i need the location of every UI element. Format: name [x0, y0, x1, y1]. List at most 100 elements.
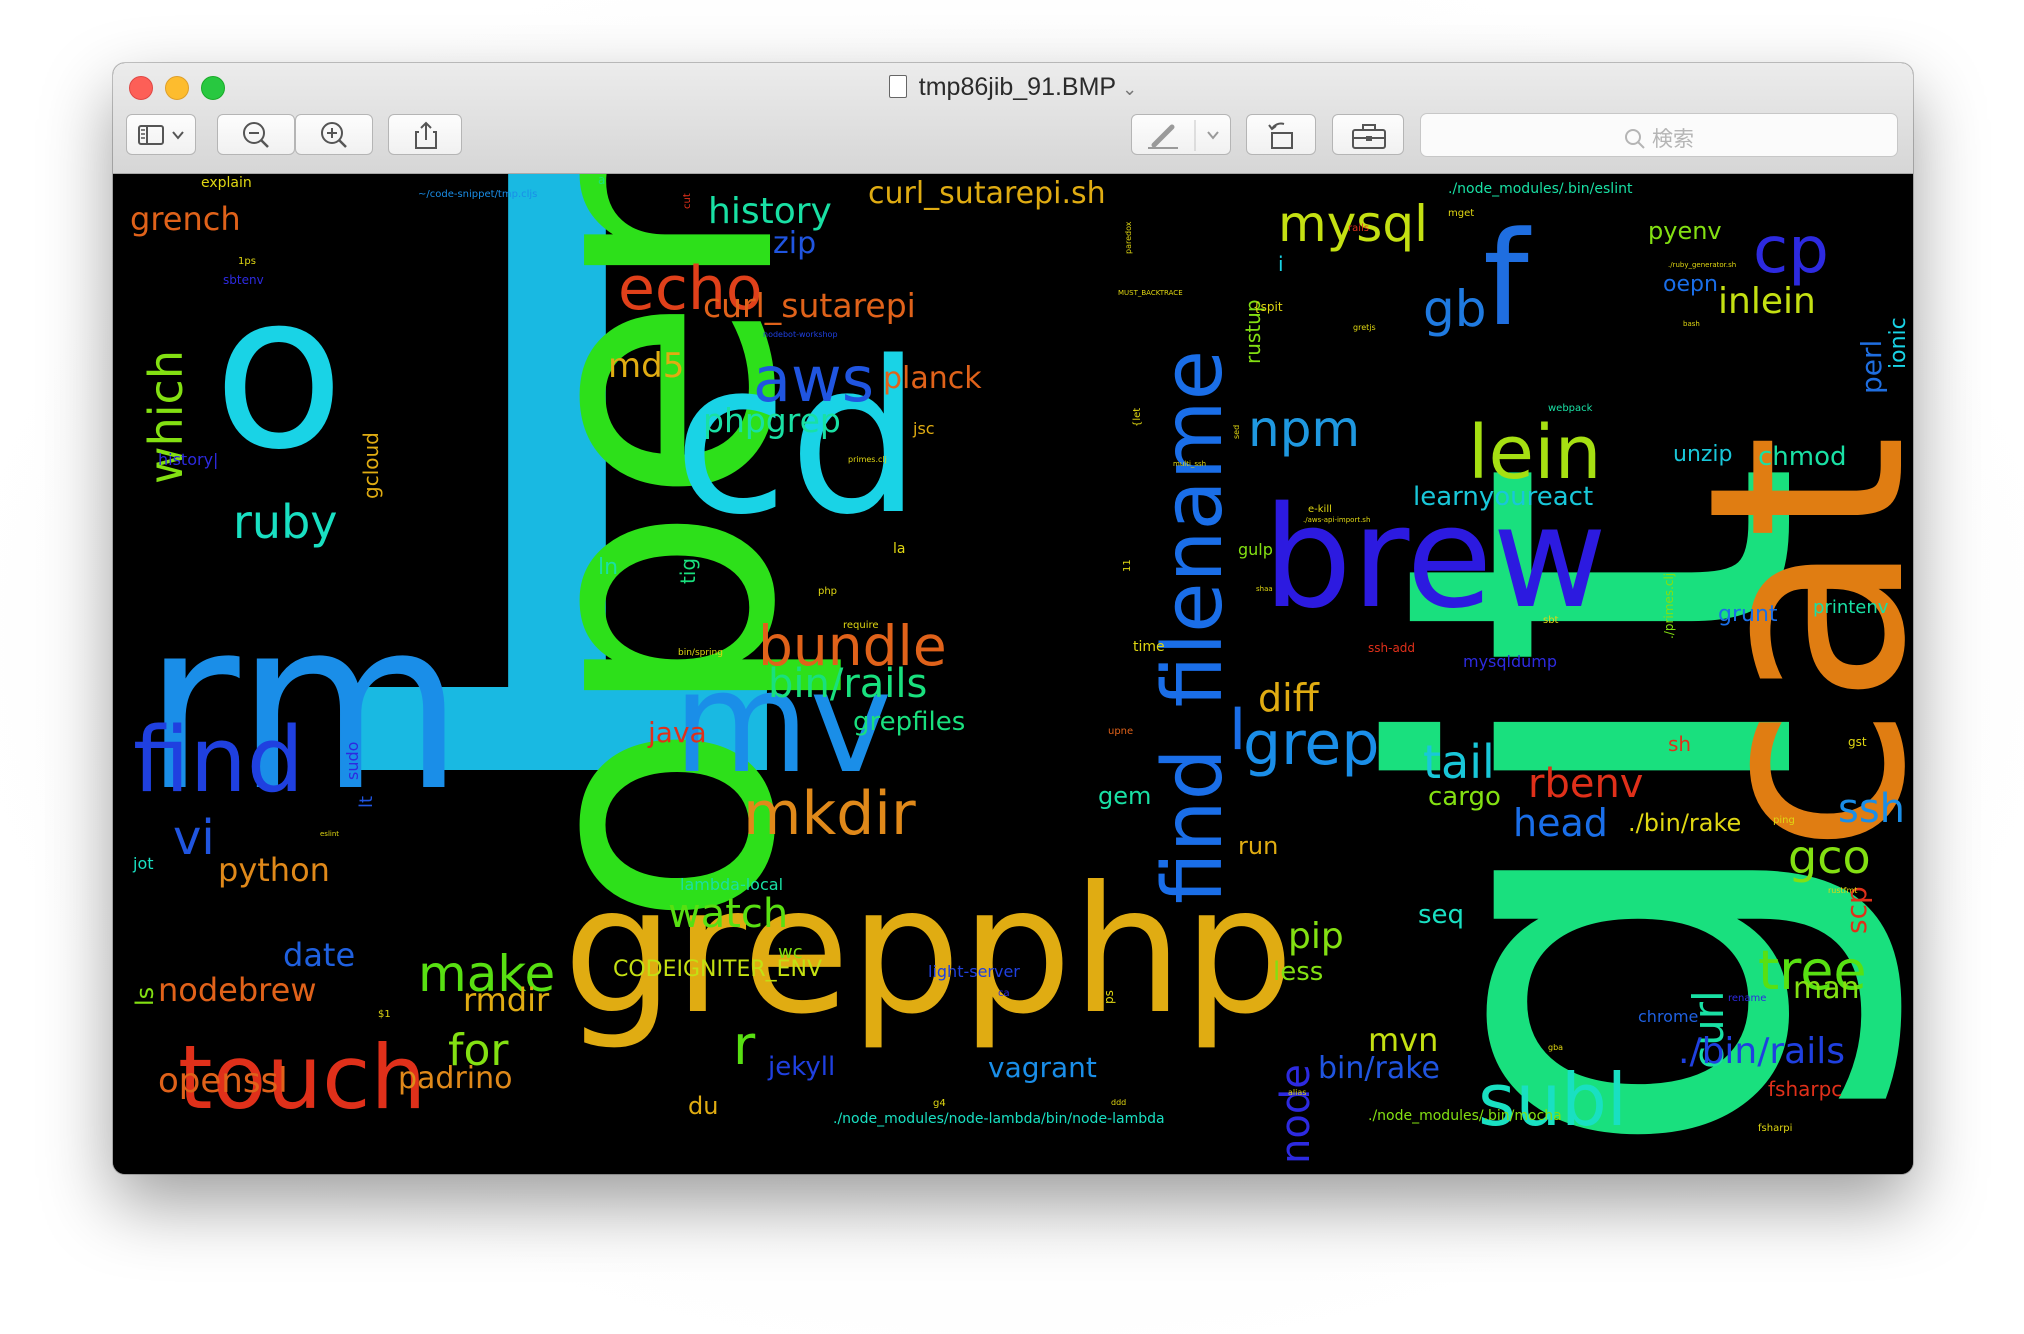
markup-button[interactable] — [1131, 114, 1231, 155]
word-codeigniter-env: CODEIGNITER_ENV — [613, 957, 823, 982]
close-button[interactable] — [129, 76, 153, 100]
word-grunt: grunt — [1718, 602, 1778, 627]
word-pip: pip — [1288, 916, 1344, 957]
word-mv: mv — [673, 642, 893, 805]
share-icon — [415, 121, 437, 149]
word-head: head — [1513, 801, 1608, 845]
toolbox-button[interactable] — [1332, 114, 1404, 155]
word-bundle: bundle — [758, 614, 947, 678]
word-aws-api-import-sh: ./aws-api-import.sh — [1303, 516, 1371, 524]
word-mget: mget — [1448, 208, 1475, 219]
word-ruby: ruby — [233, 495, 338, 549]
word-ca: ca — [998, 988, 1010, 999]
word-g4: g4 — [933, 1098, 946, 1109]
word-bin-rake: ./bin/rake — [1628, 809, 1742, 837]
word-history: history| — [158, 450, 219, 469]
word-inlein: inlein — [1718, 281, 1816, 322]
rotate-button[interactable] — [1246, 114, 1316, 155]
window-title-area[interactable]: tmp86jib_91.BMP ⌄ — [113, 73, 1913, 102]
minimize-button[interactable] — [165, 76, 189, 100]
word-1: $1 — [378, 1009, 391, 1020]
word-jekyll: jekyll — [768, 1052, 836, 1082]
word-echo: echo — [618, 254, 763, 324]
search-icon — [1625, 129, 1645, 149]
zoom-out-icon — [243, 122, 269, 148]
word-webpack: webpack — [1548, 403, 1593, 414]
word-rm: rm — [143, 570, 465, 843]
share-button[interactable] — [388, 114, 462, 155]
word-gco: gco — [1788, 830, 1871, 884]
word-seq: seq — [1418, 900, 1465, 930]
word-1ps: 1ps — [238, 256, 256, 267]
word-gba: gba — [1548, 1043, 1564, 1052]
word-date: date — [283, 936, 356, 974]
word-make: make — [418, 945, 556, 1003]
word-brew: brew — [1263, 477, 1607, 640]
word-11: 11 — [1122, 559, 1133, 572]
word-ionic: ionic — [1886, 317, 1911, 369]
word-ln: ln — [598, 555, 619, 580]
word-gem: gem — [1098, 782, 1152, 810]
word-openssl: openssl — [158, 1061, 288, 1101]
word-spit: {spit — [1253, 300, 1283, 314]
word-ssh: ssh — [1838, 786, 1906, 832]
word-grepphp: grepphp — [563, 850, 1295, 1053]
sidebar-toggle-button[interactable] — [126, 114, 196, 155]
word-vagrant: vagrant — [988, 1051, 1097, 1084]
word-run: run — [1238, 832, 1279, 860]
word-chmod: chmod — [1758, 442, 1847, 472]
search-field[interactable]: 検索 — [1420, 113, 1898, 157]
word-upne: upne — [1108, 726, 1134, 737]
window-title: tmp86jib_91.BMP — [918, 73, 1117, 101]
word-ddd: ddd — [1111, 1098, 1127, 1107]
zoom-in-button[interactable] — [295, 114, 373, 155]
word-zip: zip — [773, 226, 817, 261]
word-tig: tig — [676, 557, 700, 584]
word-man: man — [1793, 971, 1860, 1006]
word-tree: tree — [1758, 939, 1867, 1002]
word-sudo: sudo — [343, 741, 362, 780]
word-cut: cut — [682, 193, 693, 209]
word-nodebot-workshop: nodebot-workshop — [763, 330, 838, 339]
word-f: f — [1483, 203, 1529, 355]
rotate-icon — [1268, 122, 1293, 149]
word-lt: lt — [356, 795, 377, 808]
word-mysqldump: mysqldump — [1463, 652, 1558, 671]
word-md5: md5 — [608, 346, 685, 386]
word-cargo: cargo — [1428, 782, 1501, 812]
sidebar-icon — [138, 125, 184, 145]
word-o: o — [213, 246, 345, 497]
word-multi-ssh: multi_ssh — [1173, 460, 1207, 468]
word-bin-rails: bin/rails — [768, 661, 928, 707]
word-phpgrep: phpgrep — [703, 401, 841, 440]
word-mvn: mvn — [1368, 1021, 1439, 1059]
word-learnyoureact: learnyoureact — [1413, 482, 1594, 512]
word-planck: planck — [883, 361, 982, 396]
word-gcloud: gcloud — [359, 432, 383, 499]
word-aws: aws — [753, 343, 875, 416]
word-sed: sed — [1232, 424, 1241, 439]
chevron-down-icon: ⌄ — [1122, 79, 1138, 99]
word-curl-sutarepi: curl_sutarepi — [703, 286, 916, 325]
word-1: 1 — [223, 174, 860, 1006]
word-fsharpi: fsharpi — [1758, 1123, 1793, 1134]
word-chrome: chrome — [1638, 1007, 1699, 1026]
word-bin-rake: bin/rake — [1318, 1051, 1440, 1086]
word-sbtenv: sbtenv — [223, 273, 264, 287]
word-tail: tail — [1423, 735, 1495, 789]
word-node-modules-bin-eslint: ./node_modules/.bin/eslint — [1448, 181, 1633, 197]
word-gulp: gulp — [1238, 540, 1273, 559]
search-placeholder: 検索 — [1652, 128, 1694, 151]
word-light-server: light-server — [928, 962, 1020, 981]
word-unzip: unzip — [1673, 442, 1733, 467]
word-perl: perl — [1855, 339, 1888, 394]
zoom-out-button[interactable] — [217, 114, 295, 155]
toolbox-icon — [1352, 124, 1386, 149]
word-rustfmt: rustfmt — [1828, 886, 1858, 895]
word-touch: touch — [178, 1026, 427, 1129]
word-gst: gst — [1848, 735, 1867, 749]
word-wc: wc — [778, 942, 803, 963]
word-curl-sutarepi-sh: curl_sutarepi.sh — [868, 176, 1106, 211]
zoom-button[interactable] — [201, 76, 225, 100]
word-ssh-add: ssh-add — [1368, 641, 1416, 655]
